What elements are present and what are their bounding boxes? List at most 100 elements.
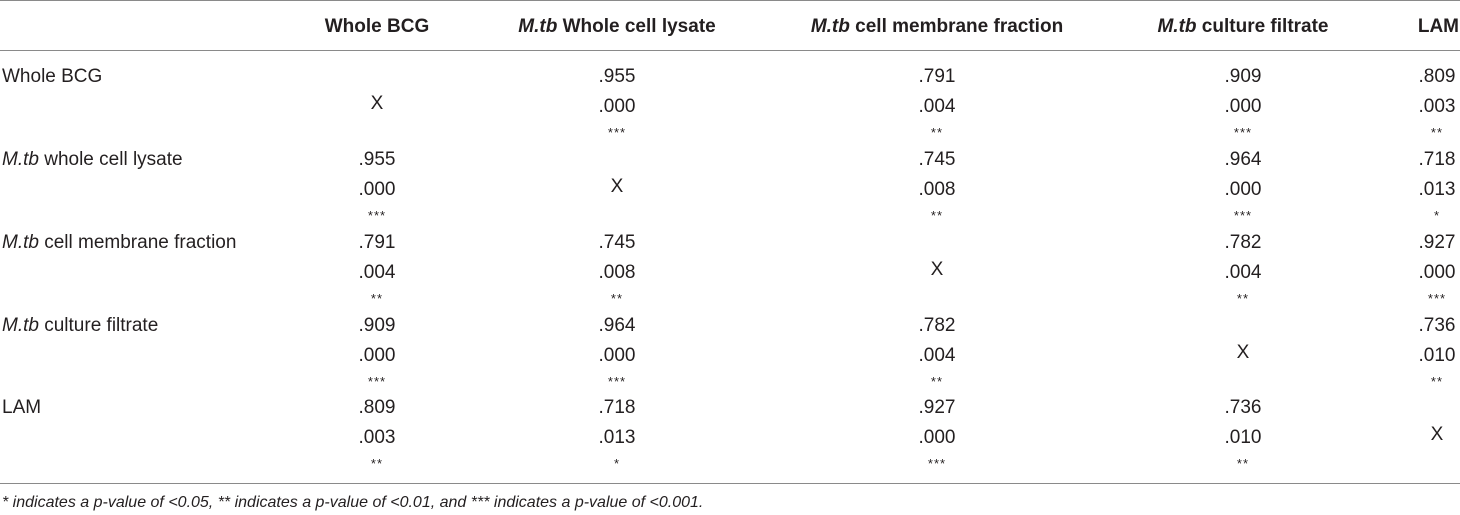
column-header: Whole BCG — [325, 16, 430, 38]
p-value: .003 — [358, 427, 396, 448]
correlation-coefficient: .809 — [1418, 66, 1456, 87]
row-label: M.tb culture filtrate — [2, 315, 158, 337]
significance-stars: ** — [1430, 374, 1444, 389]
correlation-coefficient: .745 — [918, 149, 956, 170]
table-cell: .909 .000 *** — [1225, 62, 1262, 144]
table-cell: .809 .003 ** — [1419, 62, 1456, 144]
table-cell: .736 .010 ** — [1419, 311, 1456, 393]
p-value: .000 — [1224, 179, 1262, 200]
table-cell: .964 .000 *** — [1225, 145, 1262, 227]
correlation-coefficient: .909 — [358, 315, 396, 336]
table-cell: .791 .004 ** — [359, 228, 396, 310]
table-cell: .927 .000 *** — [1419, 228, 1456, 310]
table-cell: .909 .000 *** — [359, 311, 396, 393]
correlation-coefficient: .782 — [1224, 232, 1262, 253]
correlation-coefficient: .782 — [918, 315, 956, 336]
p-value: .008 — [918, 179, 956, 200]
column-header-text: culture filtrate — [1196, 16, 1329, 37]
column-header-text: Whole cell lysate — [557, 16, 716, 37]
column-header-text: cell membrane fraction — [849, 16, 1064, 37]
p-value: .010 — [1224, 427, 1262, 448]
correlation-coefficient: .909 — [1224, 66, 1262, 87]
column-header: M.tb culture filtrate — [1157, 16, 1328, 38]
p-value: .000 — [598, 96, 636, 117]
table-cell: .736 .010 ** — [1225, 393, 1262, 475]
correlation-coefficient: .964 — [1224, 149, 1262, 170]
p-value: .008 — [598, 262, 636, 283]
row-label-text: cell membrane fraction — [38, 232, 237, 253]
correlation-coefficient: .955 — [598, 66, 636, 87]
correlation-coefficient: .745 — [598, 232, 636, 253]
correlation-coefficient: .718 — [598, 397, 636, 418]
row-label: M.tb cell membrane fraction — [2, 232, 236, 254]
significance-stars: ** — [370, 291, 384, 306]
diagonal-x-mark: X — [1236, 342, 1250, 363]
row-label-italic: M.tb — [2, 315, 39, 336]
table-cell: .955 .000 *** — [359, 145, 396, 227]
p-value: .004 — [918, 345, 956, 366]
table-cell: .791 .004 ** — [919, 62, 956, 144]
significance-stars: ** — [1236, 456, 1250, 471]
p-value: .004 — [1224, 262, 1262, 283]
significance-stars: *** — [1233, 208, 1253, 223]
significance-stars: *** — [1427, 291, 1447, 306]
significance-stars: ** — [1430, 125, 1444, 140]
p-value: .013 — [598, 427, 636, 448]
p-value: .000 — [918, 427, 956, 448]
correlation-coefficient: .927 — [1418, 232, 1456, 253]
significance-stars: ** — [930, 374, 944, 389]
table-cell: .782 .004 ** — [1225, 228, 1262, 310]
significance-stars: *** — [927, 456, 947, 471]
table-cell: .927 .000 *** — [919, 393, 956, 475]
correlation-coefficient: .736 — [1224, 397, 1262, 418]
correlation-coefficient: .809 — [358, 397, 396, 418]
column-header-italic: M.tb — [518, 16, 558, 37]
diagonal-x-mark: X — [930, 259, 944, 280]
table-top-rule — [0, 0, 1460, 1]
significance-stars: ** — [610, 291, 624, 306]
significance-stars: * — [1433, 208, 1441, 223]
column-header-text: Whole BCG — [324, 16, 430, 37]
column-header-italic: M.tb — [810, 16, 850, 37]
diagonal-x-mark: X — [610, 176, 624, 197]
diagonal-x-mark: X — [1430, 424, 1444, 445]
row-label: LAM — [2, 397, 41, 419]
significance-stars: *** — [367, 374, 387, 389]
row-label-text: Whole BCG — [2, 66, 103, 87]
p-value: .000 — [1224, 96, 1262, 117]
column-header: M.tb cell membrane fraction — [811, 16, 1063, 38]
significance-stars: *** — [367, 208, 387, 223]
correlation-coefficient: .791 — [918, 66, 956, 87]
column-header: M.tb Whole cell lysate — [518, 16, 715, 38]
p-value: .000 — [358, 345, 396, 366]
significance-stars: *** — [607, 374, 627, 389]
table-cell: .955 .000 *** — [599, 62, 636, 144]
significance-stars: * — [613, 456, 621, 471]
table-cell: .782 .004 ** — [919, 311, 956, 393]
row-label-text: LAM — [2, 397, 42, 418]
significance-stars: ** — [930, 125, 944, 140]
significance-stars: ** — [930, 208, 944, 223]
correlation-coefficient: .955 — [358, 149, 396, 170]
table-cell: .745 .008 ** — [919, 145, 956, 227]
significance-stars: ** — [370, 456, 384, 471]
p-value: .000 — [1418, 262, 1456, 283]
table-cell: .718 .013 * — [599, 393, 636, 475]
row-label-italic: M.tb — [2, 232, 39, 253]
p-value: .000 — [598, 345, 636, 366]
row-label-italic: M.tb — [2, 149, 39, 170]
significance-stars: *** — [607, 125, 627, 140]
row-label: M.tb whole cell lysate — [2, 149, 183, 171]
column-header-text: LAM — [1417, 16, 1459, 37]
table-bottom-rule — [0, 483, 1460, 484]
significance-stars: *** — [1233, 125, 1253, 140]
p-value: .004 — [358, 262, 396, 283]
correlation-coefficient: .736 — [1418, 315, 1456, 336]
table-footnote: * indicates a p-value of <0.05, ** indic… — [2, 494, 704, 511]
row-label-text: whole cell lysate — [38, 149, 183, 170]
table-cell: .718 .013 * — [1419, 145, 1456, 227]
column-header: LAM — [1418, 16, 1459, 38]
header-rule — [0, 50, 1460, 51]
p-value: .000 — [358, 179, 396, 200]
